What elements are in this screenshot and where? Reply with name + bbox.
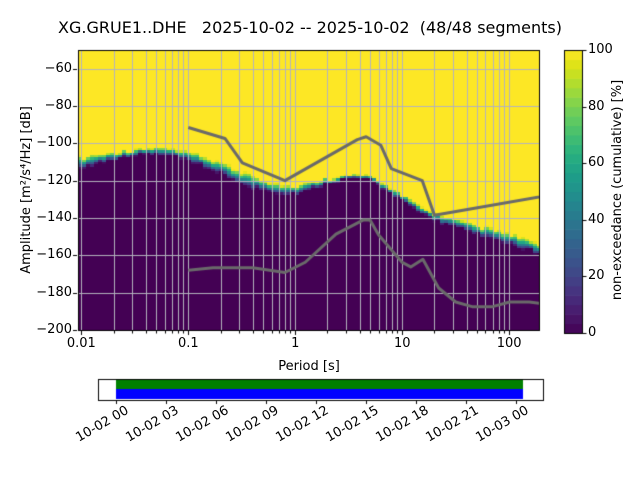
colorbar-tick-label: 0 — [588, 324, 597, 340]
colorbar-tick-label: 20 — [588, 268, 605, 284]
x-tick-label: 1 — [291, 336, 300, 351]
y-tick-label: −180 — [36, 284, 72, 300]
x-axis-label: Period [s] — [278, 359, 340, 374]
x-tick-label: 0.01 — [66, 336, 96, 351]
colorbar-tick-label: 60 — [588, 155, 605, 171]
y-tick-label: −100 — [36, 135, 72, 151]
plot-title: XG.GRUE1..DHE 2025-10-02 -- 2025-10-02 (… — [58, 18, 562, 37]
x-tick-label: 10 — [393, 336, 411, 351]
y-tick-label: −160 — [36, 247, 72, 263]
colorbar-tick-label: 80 — [588, 98, 605, 114]
colorbar-tick-label: 100 — [588, 41, 613, 57]
y-tick-label: −80 — [44, 97, 72, 113]
colorbar-label: non-exceedance (cumulative) [%] — [609, 79, 625, 301]
x-tick-label: 100 — [496, 336, 522, 351]
x-tick-label: 0.1 — [177, 336, 199, 351]
y-tick-label: −120 — [36, 172, 72, 188]
colorbar-tick-label: 40 — [588, 211, 605, 227]
y-tick-label: −140 — [36, 209, 72, 225]
y-axis-label: Amplitude [m²/s⁴/Hz] [dB] — [18, 106, 34, 274]
y-tick-label: −60 — [44, 60, 72, 76]
y-tick-label: −200 — [36, 321, 72, 337]
